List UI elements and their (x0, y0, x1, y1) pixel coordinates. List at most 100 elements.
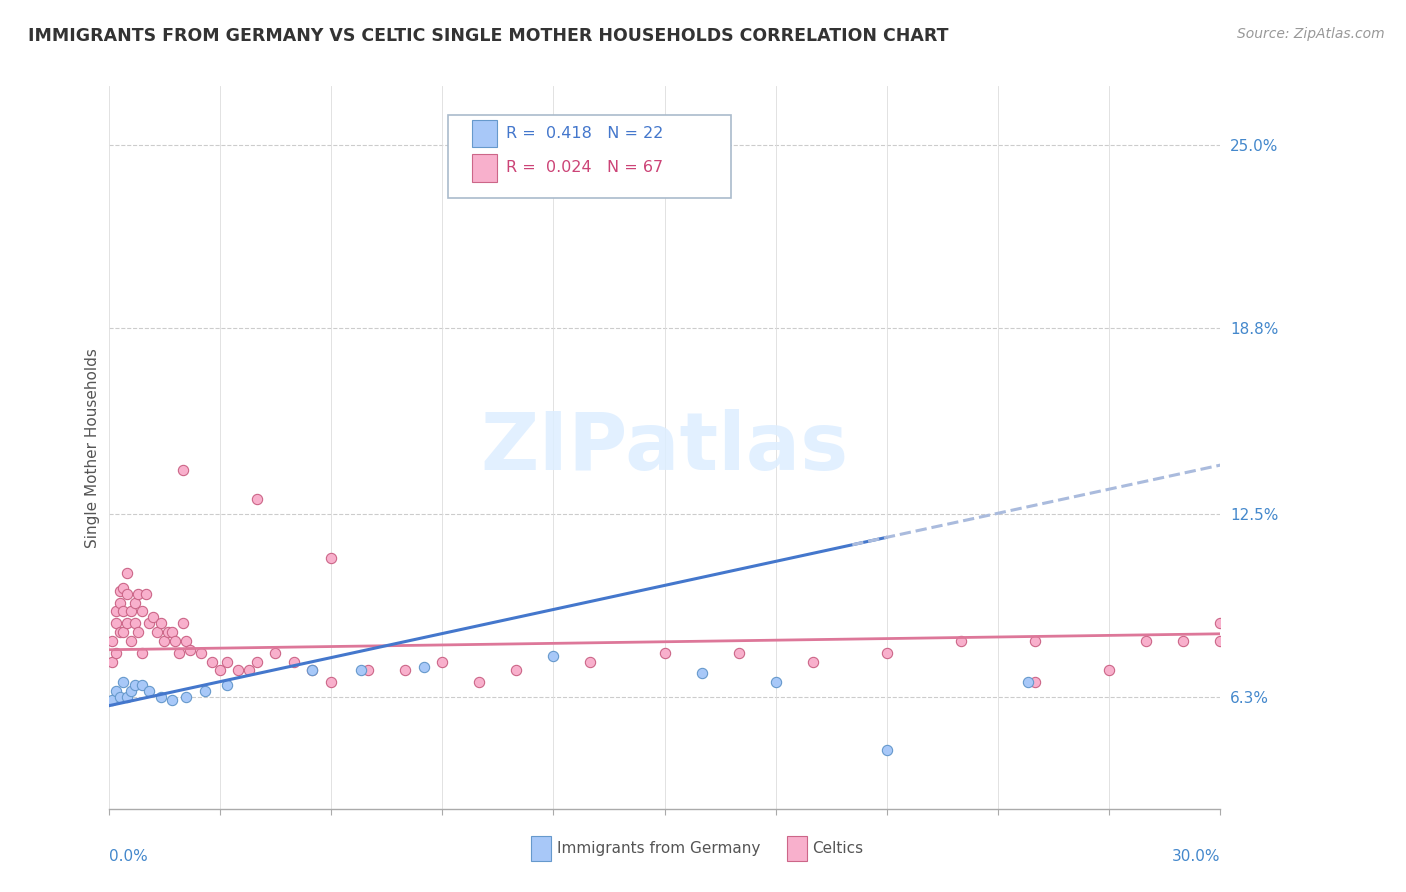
Point (1024, 675, 1046, 690)
Point (176, 690, 198, 704)
Point (246, 655, 269, 669)
Point (115, 587, 138, 601)
Point (142, 610, 165, 624)
Point (131, 646, 153, 660)
Point (120, 604, 142, 618)
Text: R =  0.418   N = 22: R = 0.418 N = 22 (506, 126, 662, 141)
Point (357, 664, 380, 678)
Point (876, 646, 898, 660)
Point (801, 655, 824, 669)
Point (131, 604, 153, 618)
Point (194, 684, 217, 698)
Point (160, 693, 183, 707)
Point (394, 664, 416, 678)
Point (138, 616, 160, 631)
Bar (472, 154, 496, 182)
Point (505, 664, 527, 678)
Point (105, 616, 128, 631)
Point (172, 616, 194, 631)
Point (950, 633, 973, 648)
Point (115, 616, 138, 631)
Point (138, 684, 160, 698)
Point (1024, 633, 1046, 648)
Point (167, 646, 190, 660)
Point (238, 664, 260, 678)
Point (120, 633, 142, 648)
Point (349, 664, 371, 678)
Point (165, 633, 187, 648)
Point (579, 655, 602, 669)
Point (765, 675, 787, 690)
Point (101, 655, 124, 669)
Point (301, 664, 323, 678)
Y-axis label: Single Mother Households: Single Mother Households (86, 348, 100, 548)
Text: Source: ZipAtlas.com: Source: ZipAtlas.com (1237, 27, 1385, 41)
Point (124, 595, 146, 609)
Point (160, 625, 183, 640)
Bar (787, 836, 807, 861)
Point (179, 642, 201, 657)
Point (108, 595, 131, 609)
Point (217, 678, 239, 692)
Point (101, 693, 124, 707)
Point (105, 646, 128, 660)
Bar (472, 120, 496, 147)
Point (112, 675, 135, 690)
Point (120, 684, 142, 698)
Text: Celtics: Celtics (813, 841, 863, 856)
Point (127, 587, 149, 601)
Point (543, 648, 565, 663)
Point (190, 646, 212, 660)
Point (1135, 633, 1157, 648)
Point (115, 690, 138, 704)
Point (112, 604, 135, 618)
Point (264, 646, 287, 660)
Point (1209, 633, 1232, 648)
Point (1098, 664, 1121, 678)
Point (1173, 633, 1195, 648)
Point (690, 666, 713, 681)
Point (319, 551, 342, 566)
Text: ZIPatlas: ZIPatlas (481, 409, 849, 487)
Point (412, 660, 434, 674)
Point (153, 633, 176, 648)
Point (430, 655, 453, 669)
Point (228, 664, 250, 678)
Point (246, 492, 269, 507)
Point (876, 743, 898, 757)
Point (727, 646, 749, 660)
Point (146, 625, 169, 640)
Point (149, 616, 172, 631)
Point (131, 678, 153, 692)
Point (208, 664, 231, 678)
Point (108, 690, 131, 704)
Bar (531, 836, 551, 861)
Point (124, 678, 146, 692)
Point (1209, 616, 1232, 631)
Point (201, 655, 224, 669)
Point (156, 625, 179, 640)
Point (1017, 675, 1039, 690)
Point (172, 463, 194, 477)
Point (135, 587, 157, 601)
Point (217, 655, 239, 669)
Point (108, 625, 131, 640)
Point (101, 633, 124, 648)
Point (112, 625, 135, 640)
Point (283, 655, 305, 669)
Point (468, 675, 491, 690)
Point (105, 684, 128, 698)
Text: IMMIGRANTS FROM GERMANY VS CELTIC SINGLE MOTHER HOUSEHOLDS CORRELATION CHART: IMMIGRANTS FROM GERMANY VS CELTIC SINGLE… (28, 27, 949, 45)
Point (112, 581, 135, 595)
Point (105, 604, 128, 618)
Text: 0.0%: 0.0% (108, 849, 148, 863)
Point (176, 633, 198, 648)
FancyBboxPatch shape (447, 115, 731, 198)
Point (301, 664, 323, 678)
Point (127, 625, 149, 640)
Point (124, 616, 146, 631)
Point (319, 675, 342, 690)
Point (108, 583, 131, 598)
Point (115, 566, 138, 580)
Point (149, 690, 172, 704)
